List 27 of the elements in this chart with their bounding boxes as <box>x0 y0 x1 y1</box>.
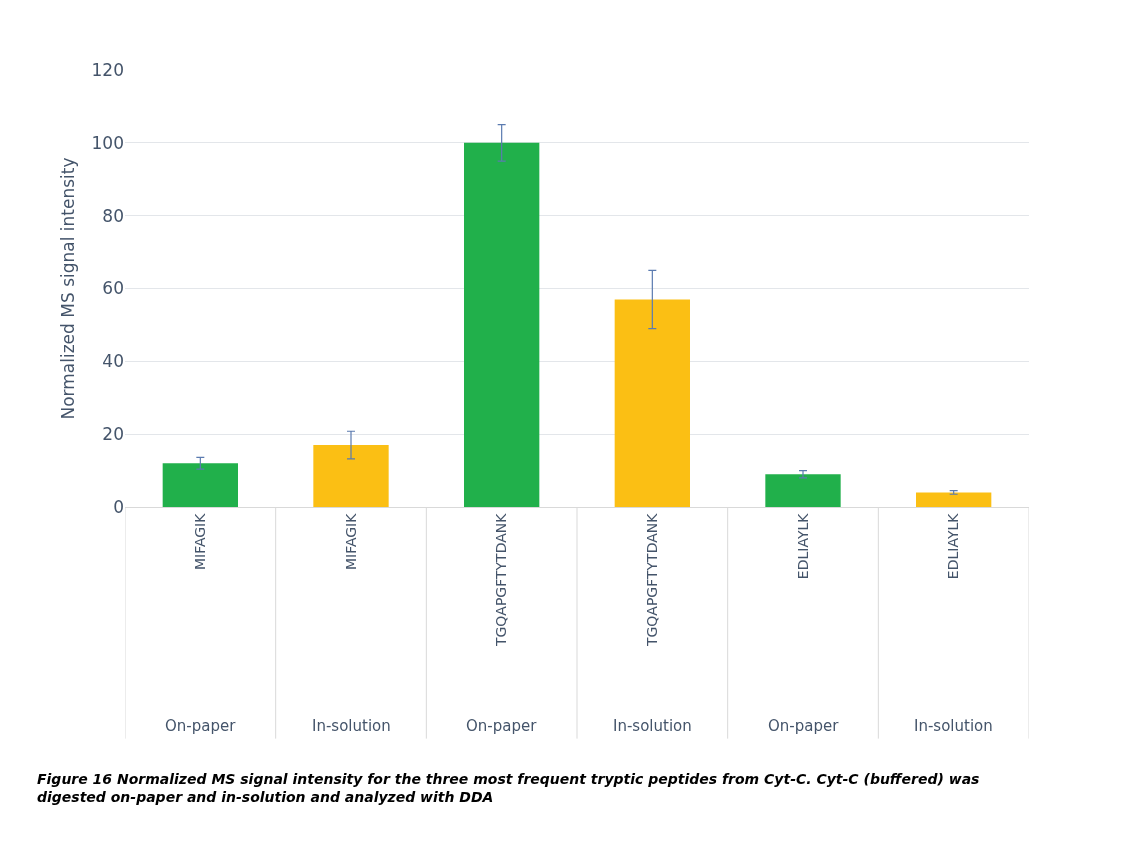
y-tick-label: 60 <box>102 278 124 299</box>
text: On-paper <box>466 717 538 735</box>
bar <box>464 142 540 507</box>
y-tick-label: 40 <box>102 351 124 372</box>
x-tick-label: EDLIAYLK <box>945 512 962 580</box>
bar <box>162 463 238 507</box>
bar <box>313 445 389 507</box>
x-tick-label: TGQAPGFTYTDANK <box>643 512 660 648</box>
text: In-solution <box>613 717 692 735</box>
y-tick-label: 120 <box>91 59 124 80</box>
y-axis-title: Normalized MS signal intensity <box>58 157 79 420</box>
bar <box>916 492 992 507</box>
y-tick-label: 20 <box>102 424 124 445</box>
x-tick-label: MIFAGIK <box>342 512 359 571</box>
x-tick-label: MIFAGIK <box>191 512 208 571</box>
y-tick-label: 80 <box>102 205 124 226</box>
x-tick-label: TGQAPGFTYTDANK <box>493 512 510 648</box>
text: On-paper <box>768 717 840 735</box>
bar <box>765 474 841 507</box>
y-tick-label: 0 <box>113 496 124 517</box>
text: On-paper <box>165 717 237 735</box>
x-tick-label: EDLIAYLK <box>794 512 811 580</box>
y-tick-label: 100 <box>91 132 124 153</box>
text: In-solution <box>914 717 993 735</box>
text: Figure 16 Normalized MS signal intensity for the three most frequent tryptic peptides from Cyt-C. Cyt-C (buffered) was digested on-paper and in-solution and analyzed with DDA <box>37 771 980 806</box>
bar <box>614 299 690 507</box>
text: In-solution <box>312 717 391 735</box>
